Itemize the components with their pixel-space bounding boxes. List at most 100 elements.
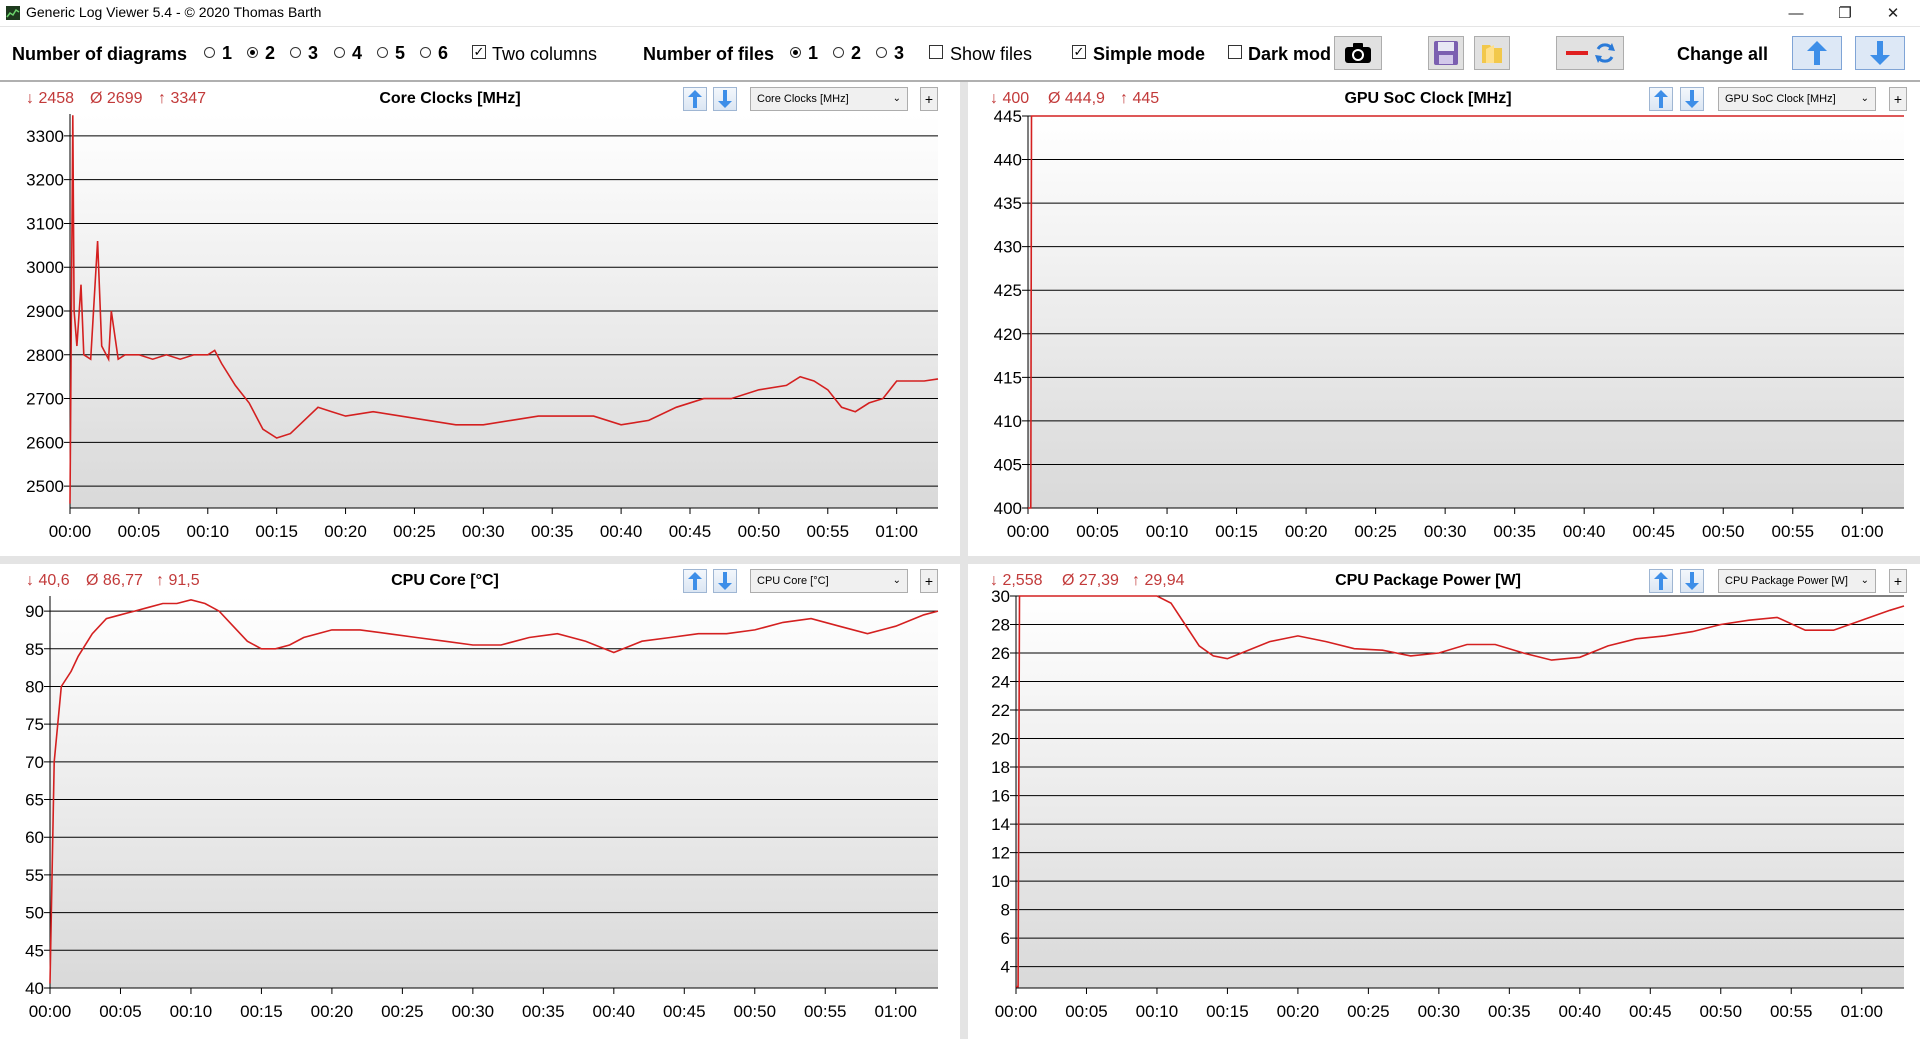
diagrams-radio-6[interactable] [420,47,431,58]
y-tick-label: 28 [991,616,1010,635]
arrow-down-icon [1870,41,1890,65]
swap-line-button[interactable] [1556,36,1624,70]
title-bar: Generic Log Viewer 5.4 - © 2020 Thomas B… [0,0,1920,27]
row-divider[interactable] [0,556,1920,564]
change-all-up-button[interactable] [1792,36,1842,70]
y-tick-label: 435 [994,194,1022,213]
y-tick-label: 420 [994,325,1022,344]
y-tick-label: 6 [1001,929,1010,948]
x-tick-label: 00:30 [1424,522,1467,541]
series-line [1016,595,1905,988]
stat-max: ↑ 445 [1120,90,1160,107]
x-tick-label: 01:00 [874,1002,917,1021]
x-tick-label: 00:15 [1215,522,1258,541]
show-files-checkbox[interactable] [929,45,943,59]
y-tick-label: 440 [994,151,1022,170]
files-radio-3[interactable] [876,47,887,58]
diagram-up-button[interactable] [1649,569,1673,593]
y-tick-label: 22 [991,701,1010,720]
series-select-value: CPU Core [°C] [757,575,829,587]
files-radio-2[interactable] [833,47,844,58]
y-tick-label: 8 [1001,901,1010,920]
stat-max: ↑ 91,5 [156,572,200,589]
y-tick-label: 2600 [26,433,64,452]
two-columns-checkbox[interactable]: ✓ [472,44,486,59]
x-tick-label: 01:00 [1840,1002,1883,1021]
x-tick-label: 00:50 [733,1002,776,1021]
add-series-button[interactable]: + [920,87,938,111]
diagrams-radio-3-label: 3 [308,43,319,63]
x-tick-label: 00:30 [452,1002,495,1021]
diagram-down-button[interactable] [1680,87,1704,111]
restore-button[interactable]: ❐ [1838,5,1852,22]
x-tick-label: 00:05 [118,522,161,541]
diagrams-radio-5[interactable] [377,47,388,58]
x-tick-label: 00:45 [669,522,712,541]
diagram-title: CPU Core [°C] [391,572,499,589]
arrow-up-icon [688,90,702,108]
open-folder-button[interactable] [1474,36,1510,70]
stat-max: ↑ 29,94 [1132,572,1185,589]
diagram-down-button[interactable] [1680,569,1704,593]
diagram-title: CPU Package Power [W] [1335,572,1521,589]
series-select[interactable]: Core Clocks [MHz] ⌄ [750,87,908,111]
y-tick-label: 2500 [26,477,64,496]
change-all-label: Change all [1677,44,1769,64]
x-tick-label: 00:10 [170,1002,213,1021]
diagram-up-button[interactable] [683,87,707,111]
diagrams-radio-1[interactable] [204,47,215,58]
y-tick-label: 16 [991,787,1010,806]
files-radio-1[interactable] [790,47,801,58]
diagram-down-button[interactable] [713,87,737,111]
toolbar: Number of diagrams 1 2 3 4 5 6 ✓ Two col… [0,28,1920,82]
y-tick-label: 70 [25,753,44,772]
change-all-down-button[interactable] [1855,36,1905,70]
y-tick-label: 80 [25,677,44,696]
save-button[interactable] [1428,36,1464,70]
x-tick-label: 00:15 [255,522,298,541]
series-select-value: Core Clocks [MHz] [757,93,849,105]
x-tick-label: 00:55 [807,522,850,541]
stat-avg: Ø 2699 [90,90,143,107]
series-select[interactable]: CPU Core [°C] ⌄ [750,569,908,593]
series-select[interactable]: GPU SoC Clock [MHz] ⌄ [1718,87,1876,111]
close-button[interactable]: ✕ [1886,5,1900,22]
add-series-button[interactable]: + [1889,569,1907,593]
diagrams-radio-2[interactable] [247,47,258,58]
y-tick-label: 10 [991,872,1010,891]
app-icon [6,6,20,20]
stat-min: ↓ 2458 [26,90,75,107]
diagram-up-button[interactable] [1649,87,1673,111]
x-tick-label: 00:40 [1563,522,1606,541]
y-tick-label: 3000 [26,258,64,277]
dark-mode-checkbox[interactable] [1228,45,1242,59]
x-tick-label: 00:30 [462,522,505,541]
y-tick-label: 14 [991,815,1010,834]
x-tick-label: 00:55 [1770,1002,1813,1021]
x-tick-label: 00:35 [531,522,574,541]
camera-icon [1345,43,1371,63]
diagrams-radio-3[interactable] [290,47,301,58]
diagram-down-button[interactable] [713,569,737,593]
simple-mode-checkbox[interactable]: ✓ [1072,44,1086,59]
y-tick-label: 60 [25,828,44,847]
x-tick-label: 00:10 [1136,1002,1179,1021]
screenshot-button[interactable] [1334,36,1382,70]
plot-area [50,596,938,988]
stat-min: ↓ 40,6 [26,572,70,589]
x-tick-label: 00:40 [600,522,643,541]
diagram-up-button[interactable] [683,569,707,593]
x-tick-label: 00:40 [593,1002,636,1021]
chevron-down-icon: ⌄ [892,93,901,104]
series-select[interactable]: CPU Package Power [W] ⌄ [1718,569,1876,593]
diagrams-radio-4[interactable] [334,47,345,58]
add-series-button[interactable]: + [1889,87,1907,111]
x-tick-label: 00:20 [311,1002,354,1021]
y-tick-label: 30 [991,587,1010,606]
diagrams-radio-5-label: 5 [395,43,406,63]
minimize-button[interactable]: — [1788,4,1804,22]
show-files-label: Show files [950,44,1033,64]
x-tick-label: 00:35 [1488,1002,1531,1021]
chevron-down-icon: ⌄ [1860,93,1869,104]
add-series-button[interactable]: + [920,569,938,593]
